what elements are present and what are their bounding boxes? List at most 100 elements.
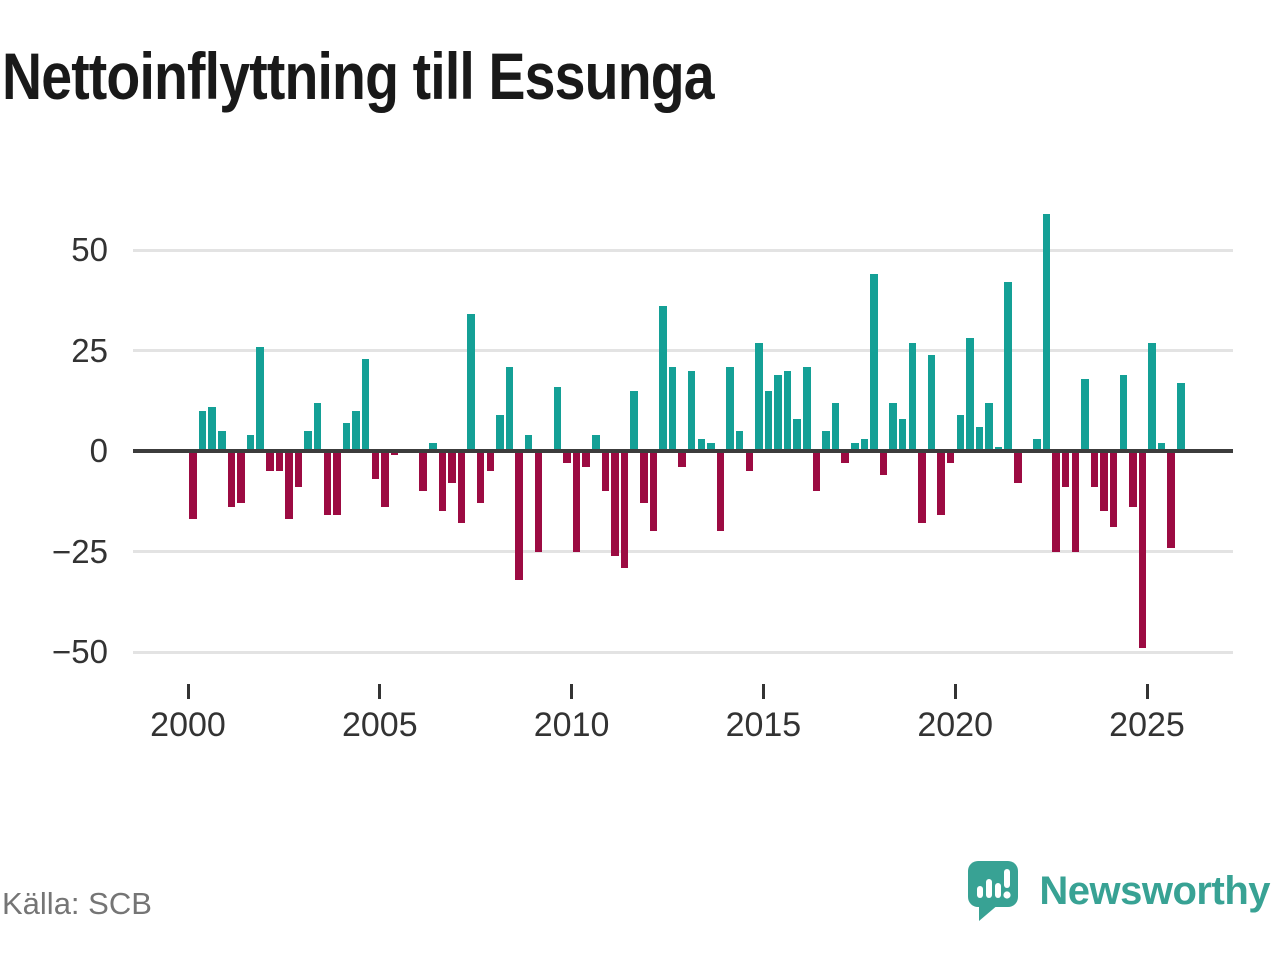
x-axis-label: 2020 <box>917 706 993 744</box>
bar-2014-q3 <box>745 451 753 472</box>
bar-2001-q3 <box>246 434 255 451</box>
bar-2013-q2 <box>697 438 705 451</box>
bar-2016-q1 <box>803 366 811 451</box>
bar-2005-q1 <box>381 451 389 508</box>
bar-2017-q4 <box>870 274 878 451</box>
bar-2000-q3 <box>208 406 216 451</box>
bar-2013-q4 <box>716 451 725 532</box>
bar-2004-q4 <box>371 451 379 480</box>
bar-2007-q3 <box>476 451 485 504</box>
bar-2017-q3 <box>860 438 868 451</box>
bar-2003-q4 <box>333 451 341 516</box>
bar-2024-q4 <box>1138 451 1147 648</box>
bar-2023-q2 <box>1081 378 1089 451</box>
x-axis-tick <box>378 684 382 699</box>
bar-2018-q4 <box>908 342 916 451</box>
bar-2022-q1 <box>1033 438 1041 451</box>
bar-2008-q1 <box>496 414 504 451</box>
y-axis-label: 50 <box>71 231 108 268</box>
bar-2021-q2 <box>1004 282 1012 451</box>
bar-2020-q2 <box>966 338 974 451</box>
bar-2020-q3 <box>975 426 984 451</box>
bar-2010-q4 <box>601 451 610 492</box>
x-axis-label: 2000 <box>150 706 226 744</box>
bar-2019-q1 <box>918 451 926 524</box>
bar-2006-q4 <box>448 451 456 484</box>
newsworthy-wordmark: Newsworthy <box>1039 868 1270 913</box>
y-axis-label: −50 <box>52 633 108 670</box>
bar-2006-q2 <box>429 443 437 451</box>
bar-2019-q3 <box>937 451 945 516</box>
x-axis-tick <box>953 684 957 699</box>
bar-2000-q2 <box>198 410 207 451</box>
bar-2016-q3 <box>822 430 830 451</box>
bar-2022-q2 <box>1042 213 1051 451</box>
bar-2011-q2 <box>620 451 629 568</box>
bar-2018-q2 <box>889 402 897 451</box>
bar-2025-q4 <box>1177 382 1185 451</box>
bar-2004-q1 <box>342 422 351 451</box>
x-axis-tick <box>1145 684 1149 699</box>
bar-2000-q1 <box>189 451 197 520</box>
x-axis-label: 2015 <box>725 706 802 744</box>
gridline <box>133 249 1233 252</box>
x-axis-label: 2025 <box>1109 706 1185 744</box>
bar-2010-q2 <box>582 451 590 468</box>
bar-2020-q1 <box>956 414 964 451</box>
bar-2024-q1 <box>1109 451 1118 528</box>
bar-2008-q3 <box>515 451 523 580</box>
bar-2007-q1 <box>457 451 466 524</box>
source-note: Källa: SCB <box>2 886 152 921</box>
bar-2009-q1 <box>534 451 542 552</box>
gridline <box>133 550 1233 553</box>
bar-2010-q1 <box>572 451 581 552</box>
bar-2015-q3 <box>783 370 792 451</box>
bar-2025-q2 <box>1157 443 1166 451</box>
bar-2017-q1 <box>841 451 849 464</box>
x-axis-label: 2010 <box>533 706 610 744</box>
gridline <box>133 651 1233 654</box>
bar-2008-q4 <box>524 434 533 451</box>
bar-2020-q4 <box>985 402 993 451</box>
bar-2012-q2 <box>659 306 667 451</box>
page-title: Nettoinflyttning till Essunga <box>2 39 715 113</box>
bar-2012-q4 <box>678 451 686 468</box>
bar-2012-q1 <box>649 451 658 532</box>
bar-2021-q3 <box>1014 451 1022 484</box>
bar-2023-q4 <box>1100 451 1108 512</box>
x-axis-label: 2005 <box>341 706 418 744</box>
bar-2011-q4 <box>640 451 648 504</box>
bar-2011-q3 <box>630 390 638 451</box>
bar-2004-q2 <box>352 410 360 451</box>
bar-2013-q3 <box>707 443 715 451</box>
gridline <box>133 349 1233 352</box>
bar-2011-q1 <box>611 451 619 556</box>
bar-2013-q1 <box>687 370 696 451</box>
bar-2000-q4 <box>218 430 226 451</box>
bar-2014-q2 <box>735 430 744 451</box>
bar-2005-q2 <box>390 451 399 455</box>
x-axis-tick <box>570 684 574 699</box>
bar-2003-q3 <box>323 451 331 516</box>
bar-2024-q2 <box>1119 374 1127 451</box>
bar-2007-q4 <box>486 451 494 472</box>
zero-axis-line <box>133 449 1233 453</box>
bar-2001-q4 <box>256 346 264 451</box>
chart-area: 50 25 0 −25 −50 2000 2005 2010 2015 2020 2025 <box>52 213 1233 744</box>
bar-2015-q4 <box>793 418 801 451</box>
bar-2009-q3 <box>553 386 562 451</box>
bar-2023-q3 <box>1090 451 1099 488</box>
bar-2002-q2 <box>275 451 284 472</box>
bar-2004-q3 <box>361 358 370 451</box>
bar-2006-q1 <box>419 451 427 492</box>
bar-2012-q3 <box>668 366 677 451</box>
bar-2014-q4 <box>755 342 763 451</box>
y-axis-label: −25 <box>52 533 108 570</box>
bar-2006-q3 <box>438 451 447 512</box>
newsworthy-logo: Newsworthy <box>967 860 1270 922</box>
bar-2015-q2 <box>774 374 782 451</box>
bar-2007-q2 <box>467 314 475 451</box>
bar-2019-q2 <box>927 354 936 451</box>
y-axis-label: 25 <box>71 332 108 369</box>
